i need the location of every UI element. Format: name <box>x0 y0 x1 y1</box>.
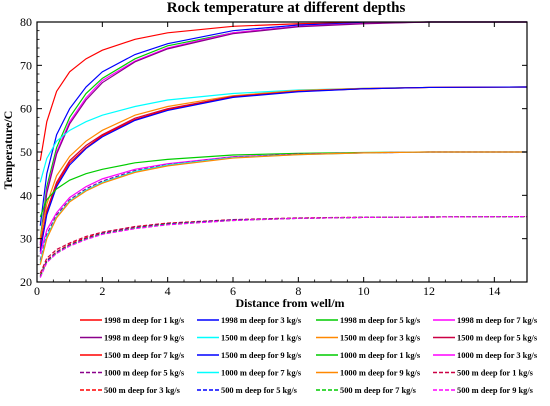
legend-label: 1998 m deep for 7 kg/s <box>457 316 538 325</box>
x-axis-label: Distance from well/m <box>235 296 344 310</box>
legend-label: 1500 m deep for 9 kg/s <box>221 351 302 360</box>
legend-label: 1000 m deep for 7 kg/s <box>221 369 302 378</box>
legend-label: 500 m deep for 9 kg/s <box>457 386 534 395</box>
legend-label: 1998 m deep for 1 kg/s <box>104 316 185 325</box>
legend-label: 500 m deep for 7 kg/s <box>340 386 417 395</box>
x-tick-label: 10 <box>358 284 370 298</box>
series-line-10 <box>39 86 528 252</box>
series-line-16 <box>39 215 528 274</box>
x-tick-label: 4 <box>165 284 171 298</box>
x-tick-label: 8 <box>295 284 301 298</box>
legend-label: 1500 m deep for 3 kg/s <box>340 334 421 343</box>
y-tick-label: 60 <box>20 102 32 116</box>
x-tick-label: 12 <box>423 284 435 298</box>
legend-label: 1000 m deep for 5 kg/s <box>104 369 185 378</box>
y-tick-label: 30 <box>20 232 32 246</box>
legend-label: 1500 m deep for 5 kg/s <box>457 334 538 343</box>
legend-label: 500 m deep for 5 kg/s <box>221 386 298 395</box>
chart-title: Rock temperature at different depths <box>167 0 406 16</box>
legend-label: 1998 m deep for 9 kg/s <box>104 334 185 343</box>
x-tick-label: 14 <box>488 284 500 298</box>
series-line-13 <box>39 151 527 261</box>
axes-layer: 0 2 4 6 8 10 12 14 20 30 40 50 60 70 80 <box>20 15 528 298</box>
y-tick-label: 50 <box>20 145 32 159</box>
legend-label: 1998 m deep for 3 kg/s <box>221 316 302 325</box>
y-tick-label: 70 <box>20 58 32 72</box>
series-layer <box>39 21 528 278</box>
legend-label: 1000 m deep for 9 kg/s <box>340 369 421 378</box>
legend-label: 1500 m deep for 7 kg/s <box>104 351 185 360</box>
series-line-15 <box>39 151 527 265</box>
x-tick-label: 2 <box>99 284 105 298</box>
y-tick-label: 40 <box>20 188 32 202</box>
y-tick-label: 20 <box>20 275 32 289</box>
legend: 1998 m deep for 1 kg/s 1998 m deep for 3 … <box>80 316 538 395</box>
x-tick-label: 6 <box>230 284 236 298</box>
legend-label: 500 m deep for 1 kg/s <box>457 369 534 378</box>
y-tick-label: 80 <box>20 15 32 29</box>
x-tick-label: 0 <box>34 284 40 298</box>
legend-label: 500 m deep for 3 kg/s <box>104 386 181 395</box>
legend-label: 1000 m deep for 1 kg/s <box>340 351 421 360</box>
legend-label: 1000 m deep for 3 kg/s <box>457 351 538 360</box>
legend-label: 1998 m deep for 5 kg/s <box>340 316 421 325</box>
legend-label: 1500 m deep for 1 kg/s <box>221 334 302 343</box>
y-axis-label: Temperature/C <box>1 111 15 190</box>
